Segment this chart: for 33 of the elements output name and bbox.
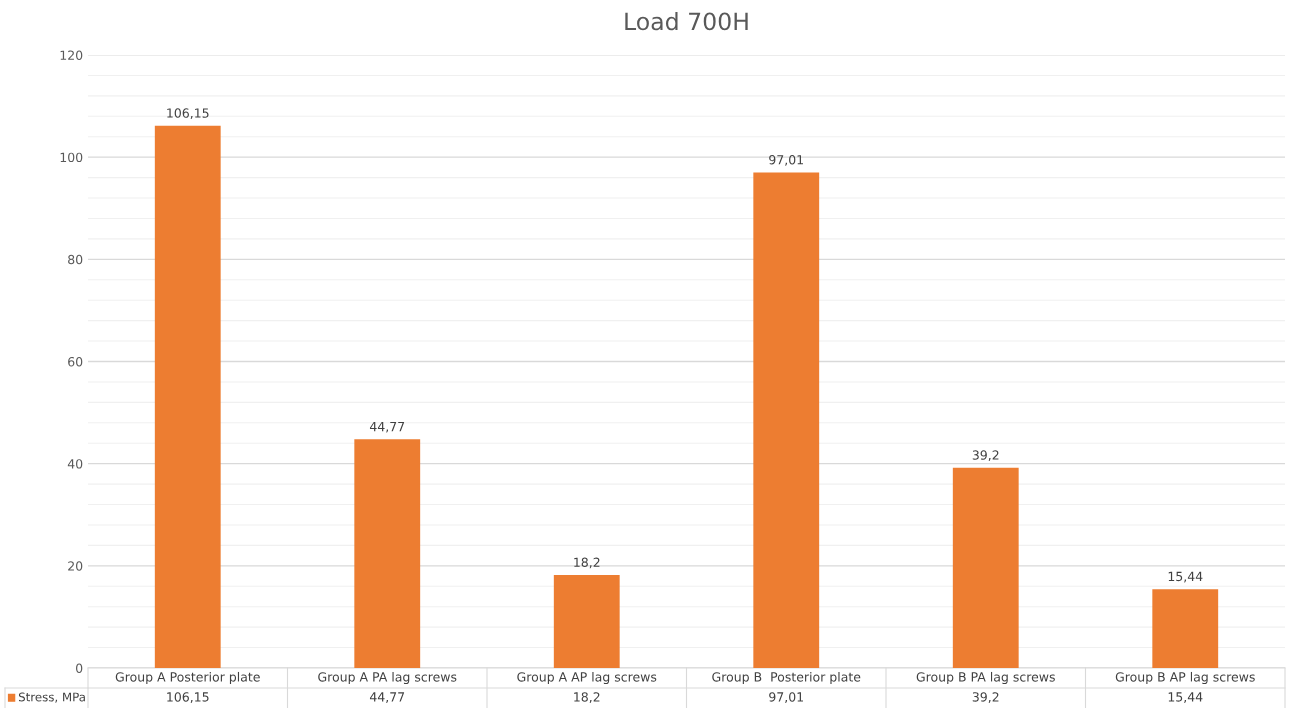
x-tick-label: Group A AP lag screws xyxy=(517,671,657,685)
y-tick-label: 80 xyxy=(68,254,83,265)
text: 15,44 xyxy=(1168,571,1203,583)
data-label: 106,15 xyxy=(167,692,209,703)
x-tick-label: Group B PA lag screws xyxy=(916,671,1055,685)
text: 39,2 xyxy=(972,450,999,462)
bar xyxy=(354,439,421,668)
data-label: 44,77 xyxy=(369,692,405,703)
data-label: 15,44 xyxy=(1168,692,1203,703)
chart-title: Load 700H xyxy=(625,12,748,31)
x-tick-label: Group A Posterior plate xyxy=(115,671,260,685)
x-tick-label: Group A PA lag screws xyxy=(318,671,457,685)
y-tick-label: 120 xyxy=(60,50,83,60)
data-label: 97,01 xyxy=(769,692,803,703)
bar xyxy=(1152,589,1219,668)
x-tick-label: Group B AP lag screws xyxy=(1115,671,1255,685)
text: 18,2 xyxy=(574,557,600,569)
legend-label: Stress, MPa xyxy=(18,692,85,703)
y-tick-label: 0 xyxy=(76,663,83,673)
text: 44,77 xyxy=(369,422,405,433)
y-tick-label: 60 xyxy=(68,356,83,367)
bar xyxy=(154,125,221,668)
text: 106,15 xyxy=(167,108,209,120)
y-tick-label: 100 xyxy=(60,152,83,163)
bar xyxy=(952,467,1019,668)
x-tick-label: Group B Posterior plate xyxy=(712,671,861,685)
data-label: 39,2 xyxy=(972,692,999,703)
bar xyxy=(553,575,620,668)
bar xyxy=(753,172,820,668)
y-tick-label: 40 xyxy=(67,459,83,469)
text: 97,01 xyxy=(769,155,803,166)
data-label: 18,2 xyxy=(574,692,600,703)
y-tick-label: 20 xyxy=(68,561,83,571)
